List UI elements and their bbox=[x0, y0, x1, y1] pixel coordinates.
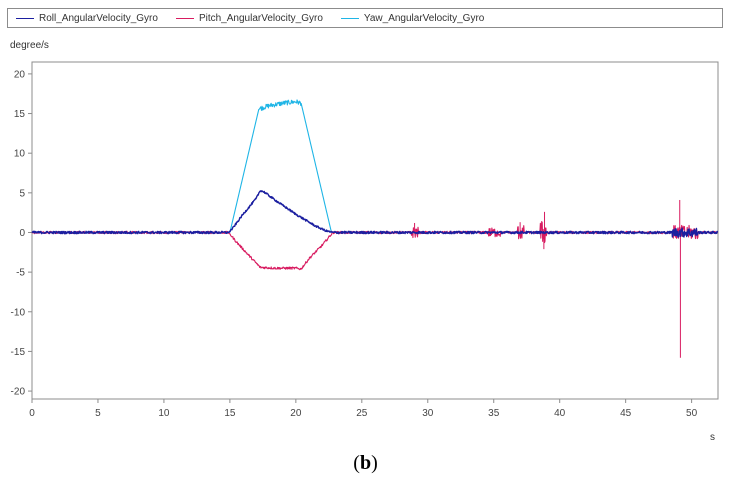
caption-letter: b bbox=[359, 452, 372, 474]
legend-item-yaw: Yaw_AngularVelocity_Gyro bbox=[340, 12, 485, 24]
series-line-yaw bbox=[31, 99, 718, 234]
legend-item-pitch: Pitch_AngularVelocity_Gyro bbox=[175, 12, 323, 24]
x-tick-label: 45 bbox=[620, 408, 632, 419]
x-axis-label: s bbox=[710, 432, 715, 443]
x-tick-label: 25 bbox=[356, 408, 368, 419]
legend-label-roll: Roll_AngularVelocity_Gyro bbox=[39, 12, 158, 24]
legend-item-roll: Roll_AngularVelocity_Gyro bbox=[16, 13, 158, 24]
figure-caption: (b) bbox=[0, 452, 731, 475]
x-axis-ticks: 0 5 10 15 20 25 30 35 40 45 50 bbox=[29, 399, 698, 419]
legend-label-yaw: Yaw_AngularVelocity_Gyro bbox=[363, 12, 485, 24]
x-tick-label: 40 bbox=[554, 408, 566, 419]
x-tick-label: 30 bbox=[422, 408, 434, 419]
y-tick-label: 10 bbox=[14, 149, 26, 160]
caption-close: ) bbox=[371, 452, 378, 474]
x-tick-label: 5 bbox=[95, 408, 101, 419]
y-tick-label: 5 bbox=[19, 188, 25, 199]
plot-frame bbox=[31, 61, 719, 400]
y-tick-label: -15 bbox=[11, 347, 26, 358]
y-tick-label: 15 bbox=[14, 109, 26, 120]
y-tick-label: -20 bbox=[11, 387, 26, 398]
y-tick-label: 0 bbox=[19, 228, 25, 239]
series-line-pitch bbox=[31, 221, 719, 271]
series-layer bbox=[31, 99, 719, 358]
x-tick-label: 10 bbox=[158, 408, 170, 419]
chart-legend: Roll_AngularVelocity_Gyro Pitch_AngularV… bbox=[7, 8, 723, 28]
legend-swatch-yaw bbox=[340, 17, 359, 19]
y-tick-label: -10 bbox=[11, 307, 26, 318]
legend-label-pitch: Pitch_AngularVelocity_Gyro bbox=[198, 12, 323, 24]
legend-swatch-roll bbox=[16, 17, 34, 19]
x-tick-label: 50 bbox=[686, 408, 698, 419]
x-tick-label: 0 bbox=[29, 408, 35, 419]
x-tick-label: 35 bbox=[488, 408, 500, 419]
y-axis-ticks: 20 15 10 5 0 -5 -10 -15 -20 bbox=[11, 69, 32, 398]
caption-open: ( bbox=[353, 452, 360, 474]
x-tick-label: 15 bbox=[224, 408, 236, 419]
series-line-roll bbox=[31, 190, 719, 238]
y-axis-label: degree/s bbox=[10, 40, 49, 51]
legend-swatch-pitch bbox=[175, 17, 194, 19]
x-tick-label: 20 bbox=[290, 408, 302, 419]
y-tick-label: -5 bbox=[16, 268, 25, 279]
y-tick-label: 20 bbox=[14, 69, 26, 80]
